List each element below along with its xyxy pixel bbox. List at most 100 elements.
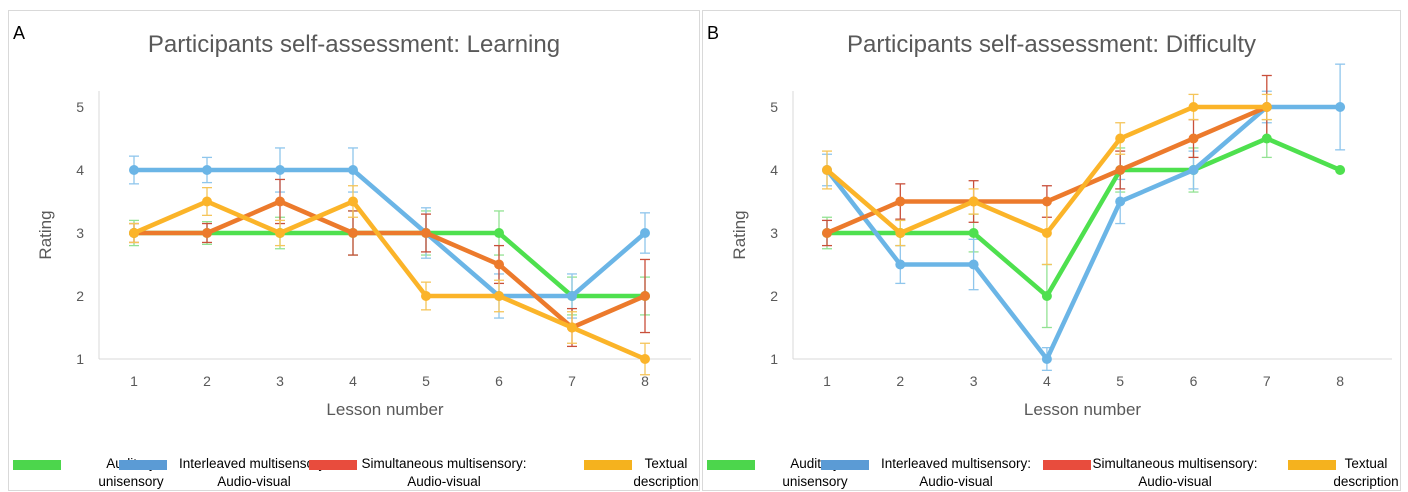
data-point xyxy=(1041,196,1052,207)
legend-label-line2: description xyxy=(1333,474,1399,489)
data-point xyxy=(1335,102,1346,112)
data-point xyxy=(494,228,504,238)
data-point xyxy=(1188,165,1199,175)
panel-letter: B xyxy=(707,23,720,43)
chart-panel-a: A Participants self-assessment: Learning… xyxy=(8,10,700,491)
panel-letter: A xyxy=(13,23,26,43)
legend-swatch xyxy=(584,460,632,470)
legend-label: Interleaved multisensory: Audio-visual xyxy=(871,455,1041,491)
data-point xyxy=(895,259,906,270)
x-tick-label: 8 xyxy=(641,373,649,389)
legend-label: Simultaneous multisensory: Audio-visual xyxy=(354,455,534,491)
data-point xyxy=(494,291,504,301)
legend-label-line1: Interleaved multisensory: xyxy=(178,456,330,471)
legend-label-line1: Simultaneous multisensory: xyxy=(1092,456,1258,471)
series-line xyxy=(131,199,648,362)
legend-label: Textual description xyxy=(1331,455,1401,491)
data-point xyxy=(421,291,431,301)
line-chart-difficulty: 1 2 3 4 5 1 2 3 4 5 6 7 8 Lesson number Rating xyxy=(730,63,1392,419)
x-tick-label: 8 xyxy=(1336,373,1344,389)
legend-label-line1: Textual xyxy=(1344,456,1388,471)
x-tick-label: 2 xyxy=(896,373,904,389)
data-point xyxy=(202,228,212,238)
data-point xyxy=(1188,133,1199,144)
series-line xyxy=(131,199,648,330)
data-point xyxy=(822,165,832,175)
legend-swatch xyxy=(119,460,167,470)
data-point xyxy=(348,165,358,175)
x-tick-label: 6 xyxy=(1190,373,1198,389)
y-tick-label: 5 xyxy=(770,99,778,115)
legend-label-line1: Textual xyxy=(644,456,688,471)
data-point xyxy=(968,196,979,207)
data-point xyxy=(202,196,212,207)
data-point xyxy=(895,196,906,207)
data-point xyxy=(1115,196,1126,207)
legend-label-line2: Audio-visual xyxy=(919,474,993,489)
legend-swatch xyxy=(821,460,869,470)
legend-swatch xyxy=(707,460,755,470)
legend-label-line2: Audio-visual xyxy=(1138,474,1212,489)
data-point xyxy=(1115,165,1126,175)
x-tick-label: 3 xyxy=(276,373,284,389)
data-point xyxy=(494,259,504,270)
series-line xyxy=(824,104,1343,362)
legend-label: Interleaved multisensory: Audio-visual xyxy=(169,455,339,491)
legend-label-line1: Simultaneous multisensory: xyxy=(361,456,527,471)
y-axis-label: Rating xyxy=(730,210,749,259)
data-point xyxy=(202,165,212,175)
data-point xyxy=(275,228,285,238)
y-tick-label: 2 xyxy=(770,288,778,304)
y-tick-label: 5 xyxy=(76,99,84,115)
x-axis-label: Lesson number xyxy=(326,400,444,419)
x-tick-label: 5 xyxy=(422,373,430,389)
x-tick-label: 1 xyxy=(130,373,138,389)
data-point xyxy=(421,228,431,238)
y-tick-label: 4 xyxy=(76,162,84,178)
chart-panel-b: B Participants self-assessment: Difficul… xyxy=(702,10,1401,491)
data-point xyxy=(640,291,650,301)
legend-label-line2: Audio-visual xyxy=(407,474,481,489)
x-tick-label: 2 xyxy=(203,373,211,389)
y-axis-label: Rating xyxy=(36,210,55,259)
legend-swatch xyxy=(1043,460,1091,470)
legend-swatch xyxy=(309,460,357,470)
x-tick-label: 4 xyxy=(349,373,357,389)
y-tick-label: 3 xyxy=(770,225,778,241)
data-point xyxy=(1115,133,1126,144)
x-tick-label: 6 xyxy=(495,373,503,389)
data-point xyxy=(348,196,358,207)
data-point xyxy=(1041,228,1052,238)
x-tick-label: 4 xyxy=(1043,373,1051,389)
series-line xyxy=(131,167,648,299)
x-axis-label: Lesson number xyxy=(1024,400,1142,419)
data-point xyxy=(1041,291,1052,301)
data-point xyxy=(1188,102,1199,112)
chart-title: Participants self-assessment: Difficulty xyxy=(846,31,1257,58)
legend-label-line2: unisensory xyxy=(98,474,164,489)
data-point xyxy=(822,228,832,238)
legend-label-line2: unisensory xyxy=(782,474,848,489)
legend-label: Textual description xyxy=(631,455,701,491)
legend-label-line1: Interleaved multisensory: xyxy=(880,456,1032,471)
data-point xyxy=(1041,354,1052,364)
chart-title: Participants self-assessment: Learning xyxy=(147,31,561,58)
legend-label-line2: Audio-visual xyxy=(217,474,291,489)
data-point xyxy=(567,322,577,333)
data-point xyxy=(1261,102,1272,112)
data-point xyxy=(895,228,906,238)
y-tick-label: 1 xyxy=(770,351,778,367)
x-tick-label: 5 xyxy=(1116,373,1124,389)
y-tick-label: 4 xyxy=(770,162,778,178)
data-point xyxy=(640,354,650,364)
data-point xyxy=(567,291,577,301)
data-point xyxy=(968,259,979,270)
x-tick-label: 3 xyxy=(970,373,978,389)
y-tick-label: 1 xyxy=(76,351,84,367)
x-tick-label: 7 xyxy=(568,373,576,389)
y-tick-label: 3 xyxy=(76,225,84,241)
legend-label-line2: description xyxy=(633,474,699,489)
data-point xyxy=(1261,133,1272,144)
